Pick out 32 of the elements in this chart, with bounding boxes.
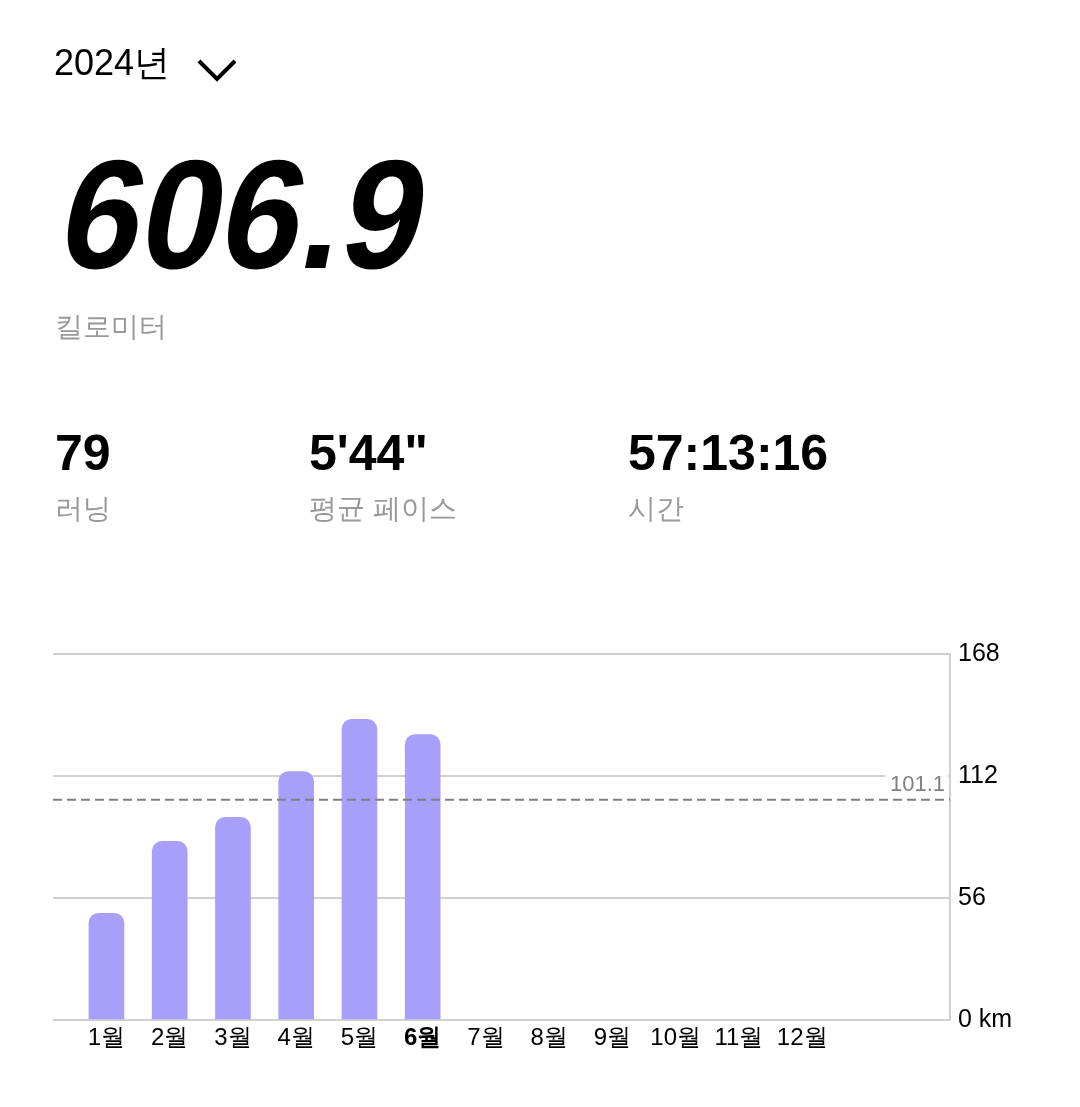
bar <box>215 817 251 1020</box>
text: 79 <box>55 425 111 481</box>
bar <box>404 734 441 1020</box>
y-tick-label: 0 km <box>958 1003 1013 1032</box>
x-tick-label: 6월 <box>404 1023 442 1051</box>
text: 러닝 <box>55 493 111 524</box>
x-tick-label: 3월 <box>214 1023 252 1051</box>
bar <box>278 771 315 1020</box>
y-tick-label: 56 <box>958 881 986 910</box>
text: 606.9 <box>48 128 443 301</box>
x-tick-label: 2월 <box>151 1023 189 1051</box>
x-tick-label: 12월 <box>776 1023 828 1051</box>
bar <box>88 912 125 1020</box>
x-tick-label: 11월 <box>714 1023 764 1051</box>
y-tick-label: 168 <box>958 637 1000 666</box>
x-tick-label: 5월 <box>340 1023 379 1051</box>
ref-line-label: 101.1 <box>889 770 945 796</box>
x-tick-label: 9월 <box>593 1023 632 1051</box>
text: 5'44" <box>309 425 429 481</box>
bar <box>151 841 188 1020</box>
x-tick-label: 1월 <box>87 1023 126 1051</box>
y-tick-label: 112 <box>958 759 998 788</box>
text: 평균 페이스 <box>309 493 457 524</box>
x-tick-label: 7월 <box>467 1023 505 1051</box>
text: 킬로미터 <box>55 311 167 342</box>
chart-title: 2024년 <box>54 42 171 83</box>
bar <box>341 719 378 1020</box>
text: 시간 <box>628 493 684 524</box>
text: 57:13:16 <box>628 425 829 481</box>
x-tick-label: 10월 <box>650 1023 702 1051</box>
x-tick-label: 8월 <box>530 1023 568 1051</box>
x-tick-label: 4월 <box>277 1023 315 1051</box>
